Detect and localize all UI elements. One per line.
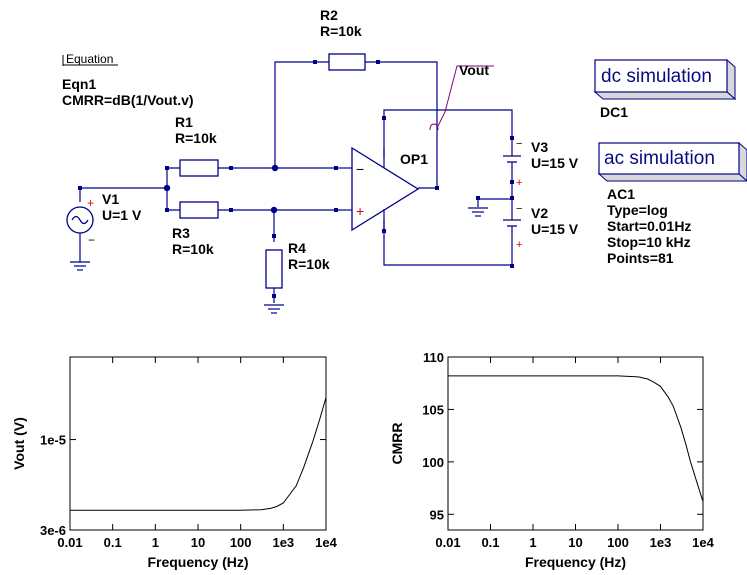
x-tick-label: 10 bbox=[191, 535, 205, 550]
source-v1[interactable]: + − V1 U=1 V bbox=[66, 191, 142, 262]
vout-label: Vout bbox=[459, 62, 489, 78]
v1-plus-sign: + bbox=[87, 196, 94, 210]
x-tick-label: 1e4 bbox=[315, 535, 337, 550]
opamp-minus: − bbox=[356, 161, 364, 177]
ground-r4 bbox=[264, 304, 284, 314]
r4-value: R=10k bbox=[288, 256, 330, 272]
ac-simulation-start: Start=0.01Hz bbox=[607, 218, 691, 234]
wire-vpos bbox=[383, 109, 513, 158]
r2-value: R=10k bbox=[320, 23, 362, 39]
r1-name: R1 bbox=[175, 114, 193, 130]
y-axis-label: Vout (V) bbox=[11, 417, 27, 470]
x-tick-label: 0.1 bbox=[104, 535, 122, 550]
wire-v1-top bbox=[79, 167, 180, 202]
x-tick-label: 100 bbox=[607, 535, 629, 550]
ac-simulation-title: ac simulation bbox=[604, 148, 715, 169]
junction-dots bbox=[163, 164, 279, 214]
x-tick-label: 100 bbox=[230, 535, 252, 550]
dc-simulation-title: dc simulation bbox=[601, 66, 712, 87]
equation-expression: CMRR=dB(1/Vout.v) bbox=[62, 92, 194, 108]
x-tick-label: 1e4 bbox=[692, 535, 714, 550]
y-tick-label: 95 bbox=[430, 507, 444, 522]
vout-node-label[interactable]: Vout bbox=[429, 62, 489, 131]
y-tick-label: 3e-6 bbox=[40, 523, 66, 538]
ground-supply bbox=[468, 207, 488, 217]
x-tick-label: 1 bbox=[529, 535, 536, 550]
ground-symbols bbox=[70, 207, 488, 314]
v1-value: U=1 V bbox=[102, 207, 142, 223]
plot-frame bbox=[447, 356, 704, 531]
series-line bbox=[70, 397, 327, 511]
wire-v1-to-r3 bbox=[166, 188, 180, 211]
dc-simulation-name: DC1 bbox=[600, 104, 628, 120]
resistor-r2[interactable]: R2 R=10k bbox=[320, 7, 366, 71]
x-tick-label: 10 bbox=[568, 535, 582, 550]
x-tick-label: 1e3 bbox=[650, 535, 672, 550]
ac-simulation-type: Type=log bbox=[607, 202, 668, 218]
equation-header: Equation bbox=[66, 52, 113, 66]
resistor-r3[interactable]: R3 R=10k bbox=[172, 201, 219, 257]
x-tick-label: 1 bbox=[152, 535, 159, 550]
terminal-squares bbox=[78, 60, 514, 298]
dc-simulation-block[interactable]: dc simulation DC1 bbox=[593, 58, 737, 120]
source-v3[interactable]: − + V3 U=15 V bbox=[503, 138, 579, 189]
x-tick-label: 0.01 bbox=[435, 535, 460, 550]
v2-value: U=15 V bbox=[531, 221, 579, 237]
y-tick-label: 1e-5 bbox=[40, 433, 66, 448]
r2-name: R2 bbox=[320, 7, 338, 23]
svg-text:−: − bbox=[516, 203, 522, 215]
op1-name: OP1 bbox=[400, 151, 428, 167]
resistor-r4[interactable]: R4 R=10k bbox=[265, 240, 330, 289]
wire-vneg bbox=[383, 219, 513, 266]
opamp-plus: + bbox=[356, 203, 364, 219]
ac-simulation-points: Points=81 bbox=[607, 250, 674, 266]
chart-vout: 0.01 0.1 1 10 100 1e3 1e4 1e-5 3e-6 Frequency (Hz… bbox=[11, 356, 338, 570]
v2-name: V2 bbox=[531, 205, 548, 221]
ac-simulation-name: AC1 bbox=[607, 186, 635, 202]
wire-supply-gnd bbox=[477, 198, 512, 207]
v3-name: V3 bbox=[531, 139, 548, 155]
vout-label-leader bbox=[436, 65, 494, 129]
x-axis-label: Frequency (Hz) bbox=[147, 554, 248, 570]
ac-simulation-stop: Stop=10 kHz bbox=[607, 234, 691, 250]
y-tick-label: 105 bbox=[422, 402, 444, 417]
r3-name: R3 bbox=[172, 225, 190, 241]
chart-cmrr: 0.01 0.1 1 10 100 1e3 1e411010510095Frequency … bbox=[389, 350, 715, 570]
resistor-r1[interactable]: R1 R=10k bbox=[175, 114, 219, 177]
v3-value: U=15 V bbox=[531, 155, 579, 171]
v1-name: V1 bbox=[102, 191, 119, 207]
x-tick-label: 0.01 bbox=[57, 535, 82, 550]
r4-name: R4 bbox=[288, 240, 306, 256]
x-axis-label: Frequency (Hz) bbox=[525, 554, 626, 570]
y-tick-label: 110 bbox=[423, 350, 444, 365]
x-tick-label: 1e3 bbox=[272, 535, 294, 550]
wire-feedback-right bbox=[365, 61, 438, 188]
vout-wire-hop bbox=[429, 123, 439, 131]
ac-simulation-block[interactable]: ac simulation AC1 Type=log Start=0.01Hz … bbox=[597, 141, 747, 266]
x-tick-label: 0.1 bbox=[481, 535, 499, 550]
y-tick-label: 100 bbox=[422, 455, 444, 470]
equation-block[interactable]: Equation Eqn1 CMRR=dB(1/Vout.v) bbox=[62, 52, 194, 108]
svg-text:+: + bbox=[516, 239, 522, 251]
svg-text:+: + bbox=[516, 177, 522, 189]
v1-minus-sign: − bbox=[88, 233, 95, 247]
series-line bbox=[448, 375, 704, 502]
svg-text:−: − bbox=[516, 138, 522, 150]
source-v2[interactable]: − + V2 U=15 V bbox=[503, 203, 579, 251]
ground-v1 bbox=[70, 261, 90, 271]
r1-value: R=10k bbox=[175, 130, 217, 146]
equation-name: Eqn1 bbox=[62, 76, 96, 92]
opamp-op1[interactable]: − + OP1 bbox=[337, 146, 428, 232]
plot-frame bbox=[69, 356, 327, 531]
r3-value: R=10k bbox=[172, 241, 214, 257]
wire-feedback-left bbox=[274, 61, 329, 168]
y-axis-label: CMRR bbox=[389, 423, 405, 465]
